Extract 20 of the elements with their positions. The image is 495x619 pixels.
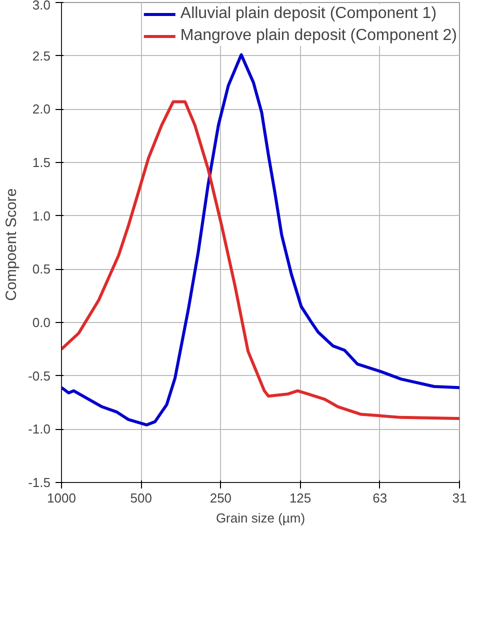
x-tick-label: 1000 <box>47 490 76 506</box>
y-tick-label: 0.0 <box>32 315 51 330</box>
y-tick-label: 2.5 <box>32 48 51 64</box>
y-tick-label: -0.5 <box>28 368 51 384</box>
y-axis-title: Compoent Score <box>3 188 20 301</box>
legend-label: Alluvial plain deposit (Component 1) <box>180 5 437 23</box>
x-tick-label: 125 <box>289 490 312 506</box>
y-tick-label: 0.5 <box>32 262 51 277</box>
x-tick-label: 500 <box>130 490 152 506</box>
y-tick-label: 2.0 <box>32 102 51 117</box>
x-axis-title: Grain size (µm) <box>216 510 306 526</box>
y-tick-label: -1.0 <box>28 422 51 437</box>
x-tick-label: 250 <box>210 490 232 506</box>
y-tick-label: -1.5 <box>28 475 51 490</box>
y-tick-label: 1.5 <box>32 155 51 170</box>
x-tick-label: 31 <box>452 490 467 506</box>
y-tick-label: 1.0 <box>32 208 51 224</box>
x-tick-label: 63 <box>372 490 388 506</box>
y-tick-label: 3.0 <box>32 0 51 12</box>
legend-label: Mangrove plain deposit (Component 2) <box>180 27 457 45</box>
